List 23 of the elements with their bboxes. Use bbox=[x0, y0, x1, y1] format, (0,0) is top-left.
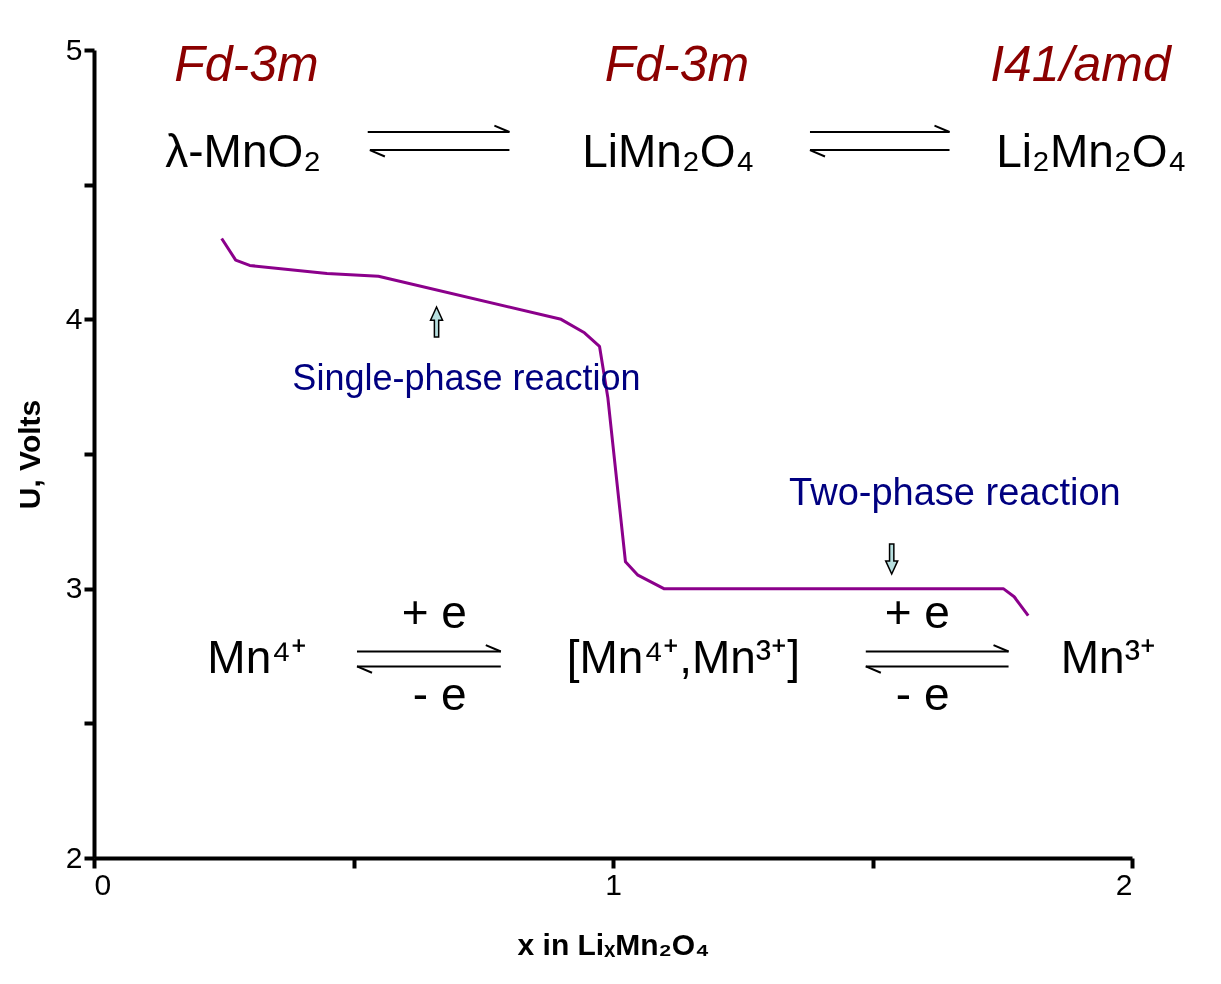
y-tick-label: 4 bbox=[65, 301, 83, 335]
x-tick-label: 0 bbox=[94, 867, 112, 901]
annotation: Mn³⁺ bbox=[1060, 630, 1156, 683]
annotation: + e bbox=[401, 586, 467, 639]
x-tick-label: 1 bbox=[605, 867, 622, 901]
annotation: - e bbox=[895, 668, 950, 721]
x-axis-title: x in LiₓMn₂O₄ bbox=[517, 927, 710, 961]
annotation: Fd-3m bbox=[174, 35, 319, 92]
y-tick-label: 2 bbox=[65, 840, 83, 874]
annotation: Li₂Mn₂O₄ bbox=[996, 125, 1187, 178]
x-tick-label: 2 bbox=[1115, 867, 1133, 901]
annotation: + e bbox=[884, 586, 950, 639]
annotation: λ-MnO₂ bbox=[165, 125, 322, 178]
annotation: Mn⁴⁺ bbox=[207, 630, 307, 683]
y-tick-label: 3 bbox=[65, 571, 83, 605]
annotation: I41/amd bbox=[990, 35, 1173, 92]
annotation: [Mn⁴⁺,Mn³⁺] bbox=[566, 630, 800, 683]
annotation: Fd-3m bbox=[604, 35, 750, 92]
annotation: Two-phase reaction bbox=[789, 470, 1121, 513]
y-axis-title: U, Volts bbox=[12, 399, 46, 510]
annotation: LiMn₂O₄ bbox=[582, 125, 755, 178]
y-tick-label: 5 bbox=[65, 32, 83, 66]
annotation: - e bbox=[412, 668, 467, 721]
